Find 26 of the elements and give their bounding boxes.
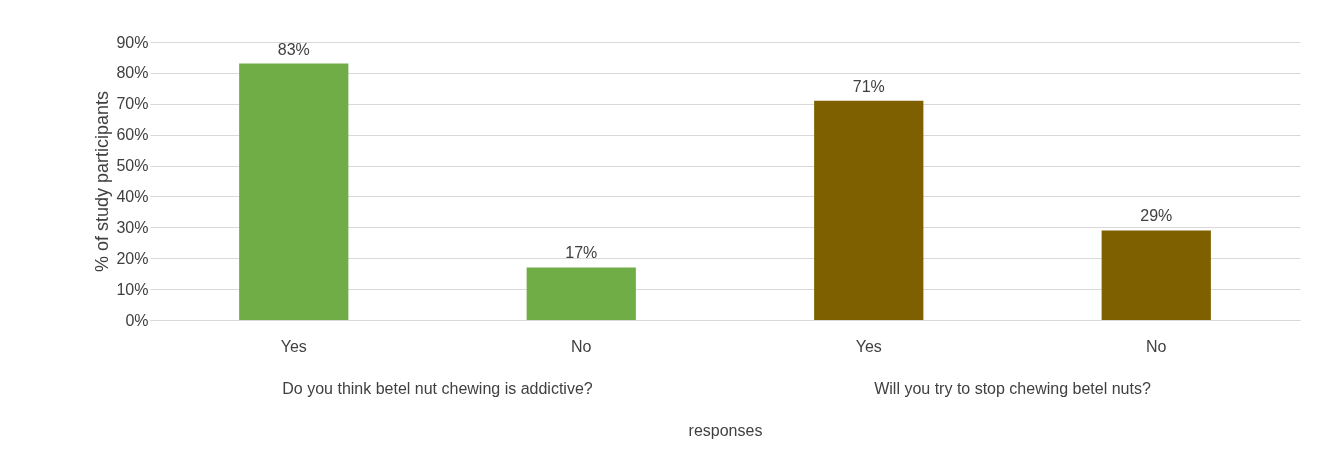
text: Will you try to stop chewing betel nuts? xyxy=(873,380,1152,398)
bar xyxy=(526,267,636,320)
y-tick-label: 50% xyxy=(116,157,149,175)
data-label: 29% xyxy=(1140,207,1173,225)
y-tick-label: 80% xyxy=(116,64,149,82)
data-label: 71% xyxy=(852,77,885,95)
data-label: 17% xyxy=(565,244,598,262)
y-tick-label: 20% xyxy=(116,249,149,267)
x-tick-label: Yes xyxy=(280,337,307,355)
bar xyxy=(239,63,349,320)
text: Do you think betel nut chewing is addictive? xyxy=(281,380,594,398)
y-axis-title: % of study participants xyxy=(92,90,113,273)
y-tick-label: 10% xyxy=(116,280,149,298)
y-tick-label: 70% xyxy=(116,95,149,113)
x-tick-label: No xyxy=(1146,337,1167,355)
y-tick-label: 40% xyxy=(116,187,149,205)
y-tick-label: 60% xyxy=(116,126,149,144)
x-tick-label: No xyxy=(571,337,592,355)
bar xyxy=(814,100,924,320)
x-axis-title: responses xyxy=(688,421,763,439)
y-tick-label: 90% xyxy=(116,33,149,51)
y-tick-label: 30% xyxy=(116,218,149,236)
x-tick-label: Yes xyxy=(855,337,882,355)
data-label: 83% xyxy=(277,40,310,58)
bar xyxy=(1101,230,1211,320)
y-tick-label: 0% xyxy=(125,311,149,329)
